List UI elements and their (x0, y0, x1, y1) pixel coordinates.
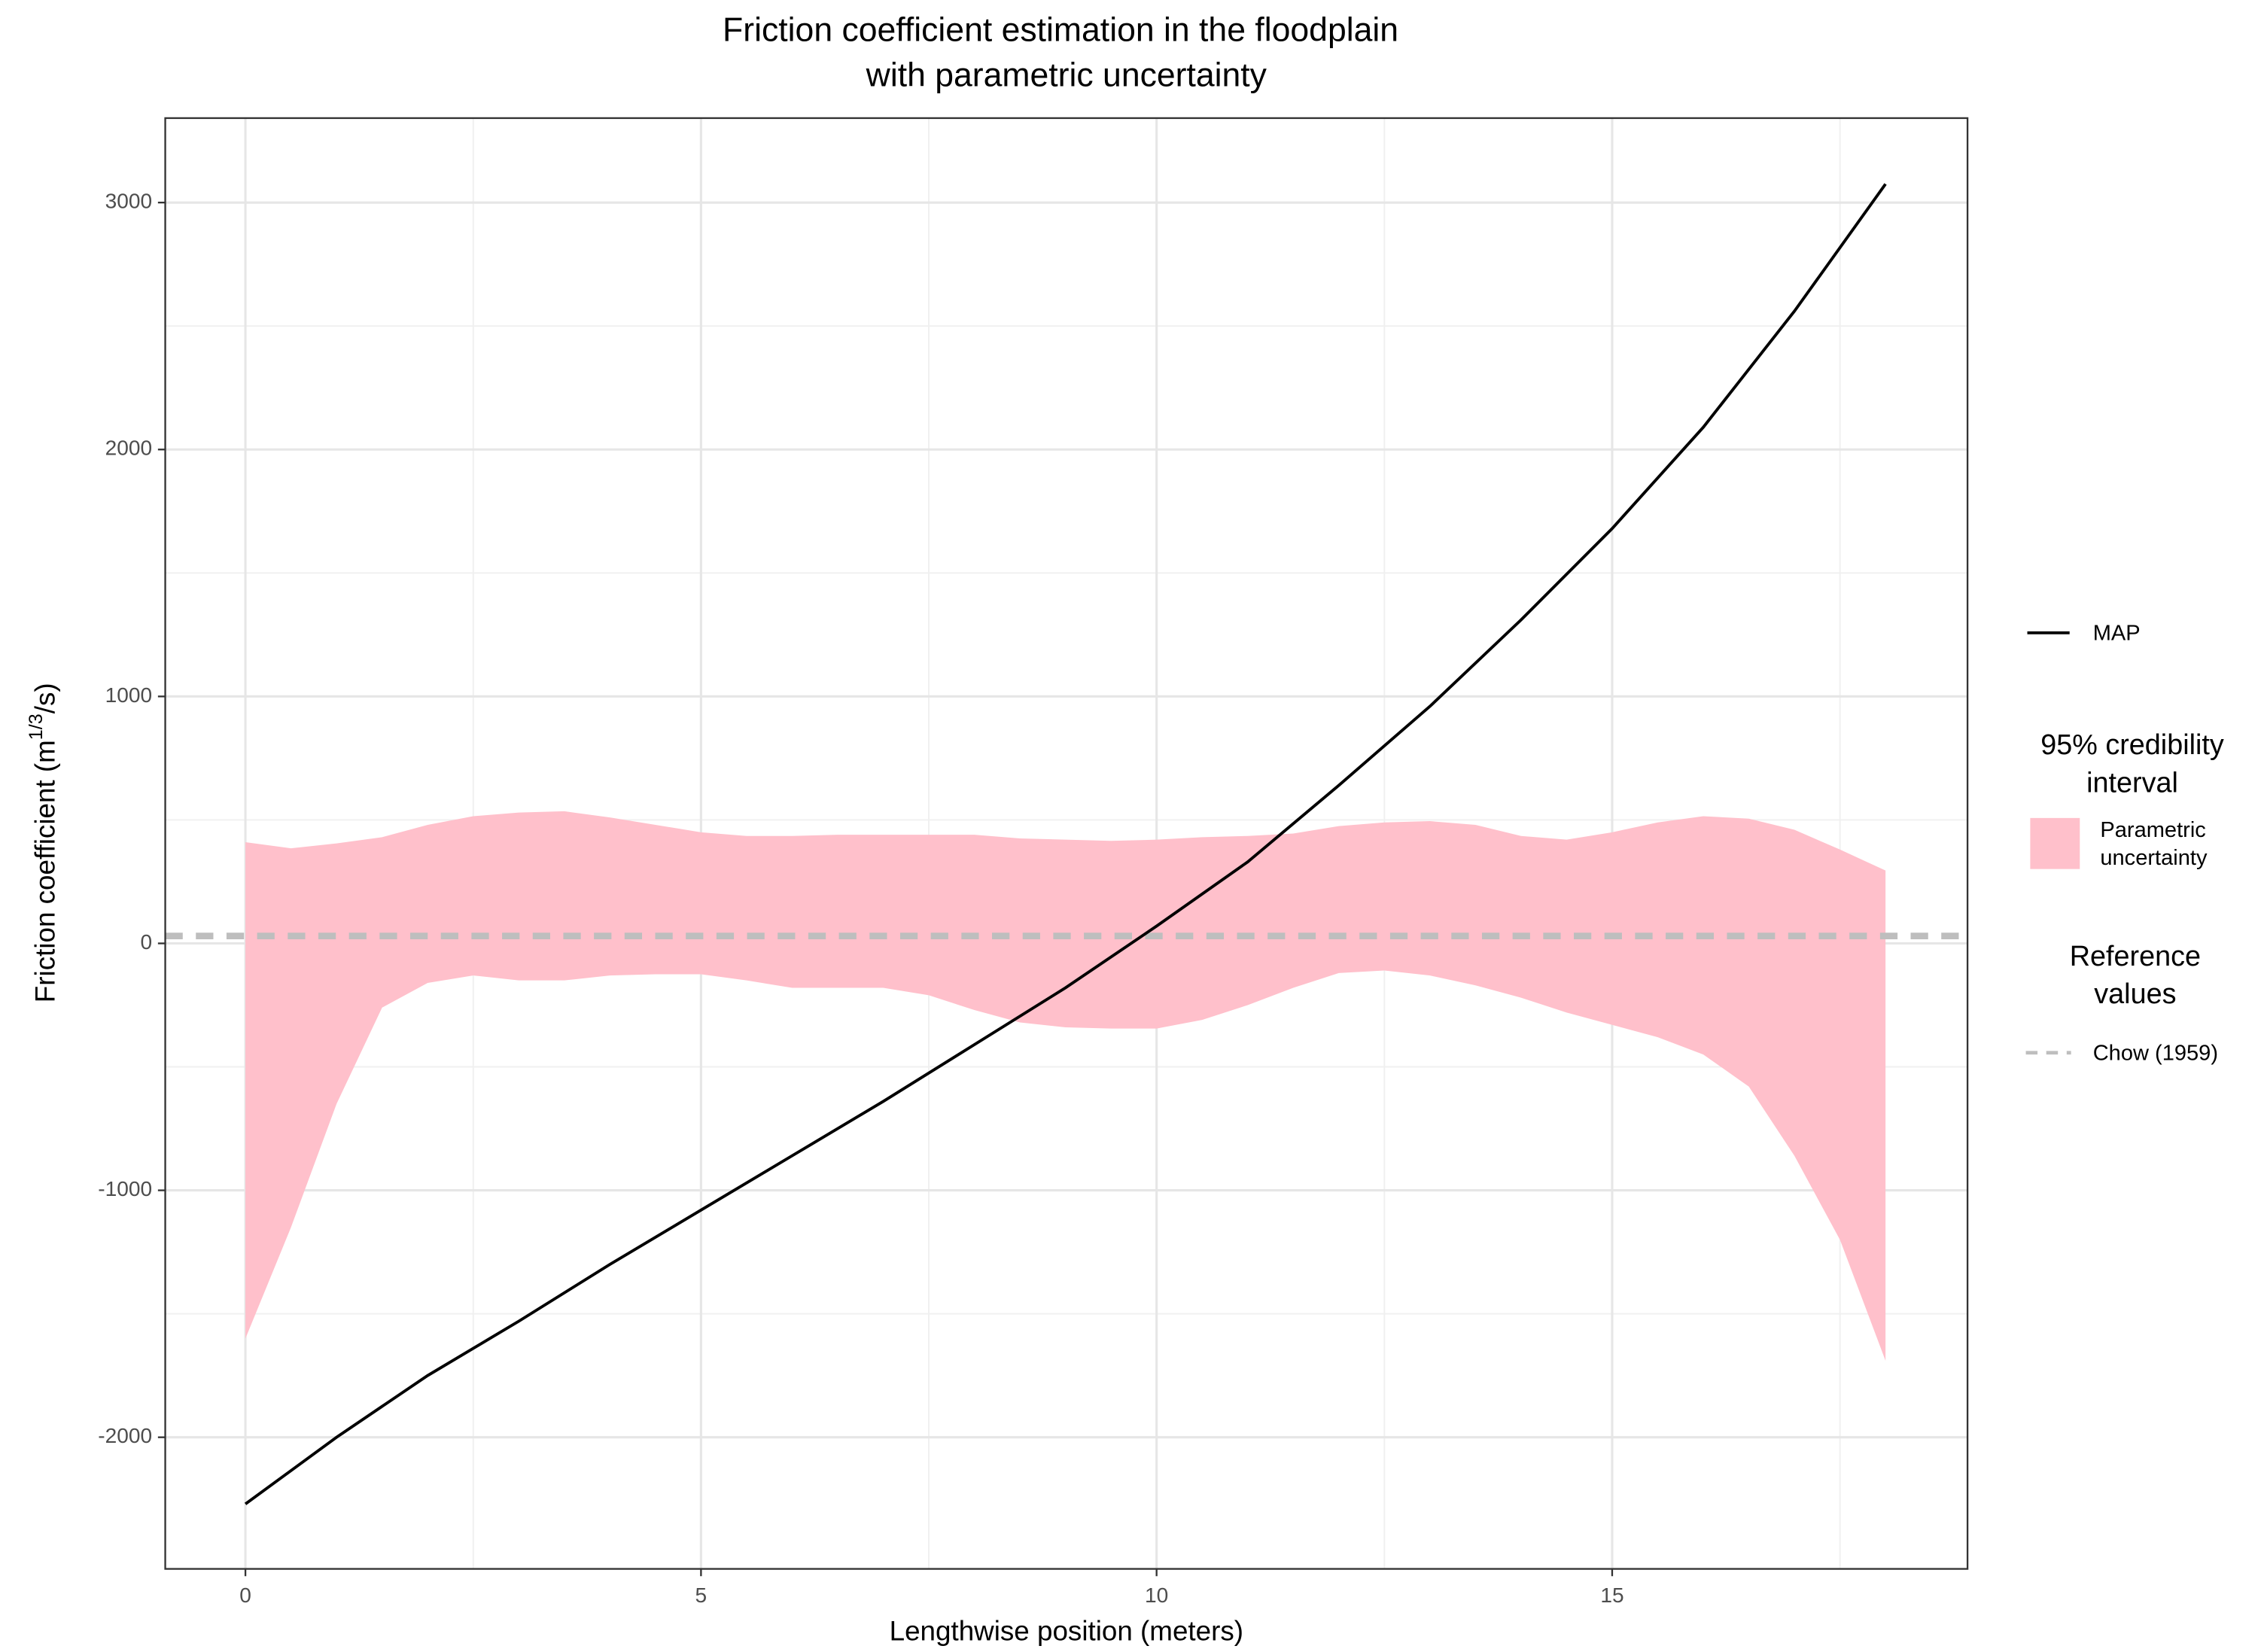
y-tick-label: 3000 (105, 190, 152, 213)
x-tick-label: 15 (1600, 1584, 1623, 1607)
legend-title: Reference (2070, 941, 2201, 972)
legend-title: values (2094, 978, 2176, 1010)
plot-area: -2000 -1000 0 1000 2000 3000 0 5 10 15 (98, 117, 1969, 1607)
y-tick-label: -1000 (98, 1177, 152, 1200)
legend-key (2030, 817, 2080, 869)
legend-title: interval (2086, 767, 2178, 799)
y-tick-label: -2000 (98, 1424, 152, 1447)
y-axis-title-sup: 1/3 (26, 713, 47, 740)
plot-border (164, 117, 1969, 1570)
y-tick-label: 2000 (105, 437, 152, 460)
y-tick-label: 0 (140, 930, 152, 954)
legend-label: MAP (2093, 621, 2141, 645)
legend-title: 95% credibility (2040, 729, 2224, 761)
legend-label: Parametric (2100, 818, 2205, 842)
y-axis-title: Friction coefficient (m1/3/s) (26, 683, 61, 1002)
x-tick-label: 0 (239, 1584, 251, 1607)
line (244, 183, 1887, 1505)
chart-title: Friction coefficient estimation in the f… (723, 11, 1398, 48)
y-axis-title-part: Friction coefficient (m (29, 740, 60, 1002)
x-tick-label: 10 (1145, 1584, 1168, 1607)
legend-label: Chow (1959) (2093, 1041, 2218, 1065)
x-tick-label: 5 (695, 1584, 708, 1607)
ribbon (245, 811, 1886, 1361)
y-axis-title-part: /s) (29, 683, 60, 713)
chart-title: with parametric uncertainty (866, 56, 1267, 93)
legend-label: uncertainty (2100, 846, 2208, 870)
y-tick-label: 1000 (105, 683, 152, 707)
legend: MAP 95% credibility interval Parametric unce… (2025, 621, 2224, 1065)
x-axis-title: Lengthwise position (meters) (890, 1616, 1243, 1647)
